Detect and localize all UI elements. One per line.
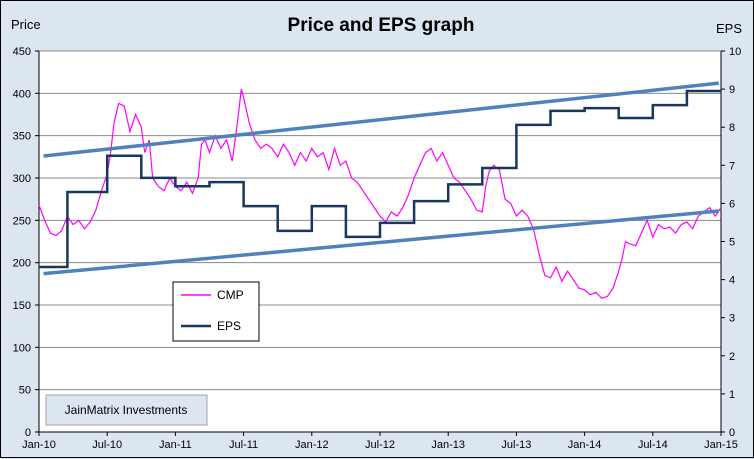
y2-tick-label: 7: [729, 160, 735, 172]
x-tick-label: Jan-12: [295, 439, 329, 451]
y-tick-label: 50: [19, 385, 31, 397]
y-tick-label: 400: [13, 88, 31, 100]
upper-trendline: [43, 81, 719, 158]
x-tick-label: Jul-10: [92, 439, 122, 451]
x-tick-label: Jan-15: [704, 439, 738, 451]
y-tick-label: 450: [13, 46, 31, 58]
legend: CMP EPS: [172, 281, 260, 342]
x-tick-label: Jul-14: [638, 439, 668, 451]
y-tick-label: 350: [13, 131, 31, 143]
y-axis-label: Price: [11, 17, 41, 32]
y-tick-label: 250: [13, 215, 31, 227]
x-tick-label: Jul-11: [229, 439, 258, 451]
legend-cmp-label: CMP: [217, 288, 244, 302]
cmp-line: [38, 88, 722, 299]
y2-tick-label: 10: [729, 46, 741, 58]
y2-tick-label: 0: [729, 427, 735, 439]
x-tick-label: Jul-13: [501, 439, 531, 451]
y-tick-label: 100: [13, 342, 31, 354]
x-tick-label: Jan-10: [22, 439, 56, 451]
y2-tick-label: 4: [729, 275, 735, 287]
watermark-box: JainMatrix Investments: [45, 394, 208, 426]
y2-axis-label: EPS: [716, 21, 742, 36]
x-tick-label: Jul-12: [365, 439, 395, 451]
y2-tick-label: 5: [729, 237, 735, 249]
watermark-text: JainMatrix Investments: [65, 403, 188, 417]
y-tick-label: 150: [13, 300, 31, 312]
legend-eps-label: EPS: [217, 319, 241, 333]
x-tick-label: Jan-13: [431, 439, 465, 451]
eps-line: [39, 89, 721, 269]
y-tick-label: 200: [13, 258, 31, 270]
x-tick-label: Jan-14: [568, 439, 602, 451]
y2-tick-label: 8: [729, 122, 735, 134]
y2-tick-label: 1: [729, 389, 735, 401]
y2-tick-label: 9: [729, 84, 735, 96]
x-tick-label: Jan-11: [159, 439, 192, 451]
y2-tick-label: 3: [729, 313, 735, 325]
y-tick-label: 300: [13, 173, 31, 185]
y2-tick-label: 6: [729, 198, 735, 210]
chart-title: Price and EPS graph: [288, 15, 475, 36]
lower-trendline: [43, 209, 719, 276]
y2-tick-label: 2: [729, 351, 735, 363]
y-tick-label: 0: [25, 427, 31, 439]
